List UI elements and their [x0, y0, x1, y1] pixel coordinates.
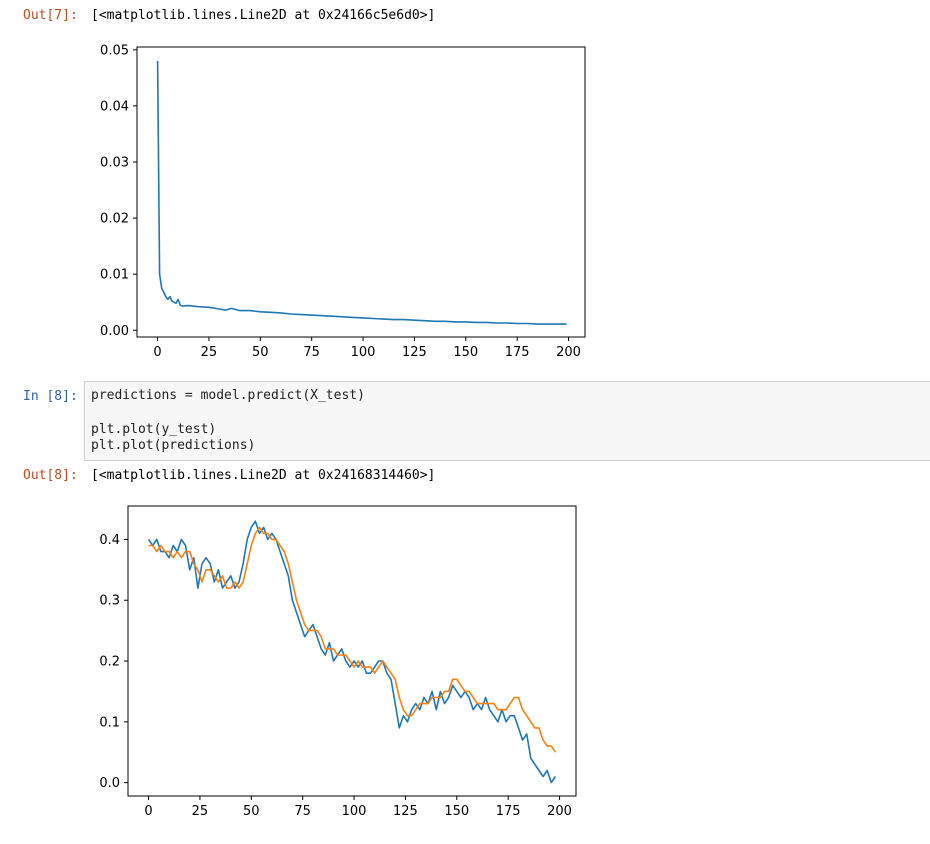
x-tick-label: 0	[153, 345, 161, 360]
x-tick-label: 100	[342, 804, 367, 819]
code-line-4: plt.plot(predictions)	[91, 438, 256, 453]
out7-prompt: Out[7]:	[23, 8, 78, 23]
y-tick-label: 0.05	[100, 43, 129, 58]
x-tick-label: 200	[556, 345, 581, 360]
y-tick-label: 0.4	[99, 533, 120, 548]
x-tick-label: 200	[547, 804, 572, 819]
code-line-1: predictions = model.predict(X_test)	[91, 388, 365, 403]
x-tick-label: 50	[252, 345, 269, 360]
y-tick-label: 0.1	[99, 715, 120, 730]
axes-frame	[136, 46, 586, 338]
in8-prompt: In [8]:	[23, 389, 78, 404]
y-tick-label: 0.01	[100, 268, 129, 283]
x-tick-label: 125	[402, 345, 427, 360]
y-tick-label: 0.00	[100, 324, 129, 339]
y-tick-label: 0.02	[100, 212, 129, 227]
x-tick-label: 0	[144, 804, 152, 819]
x-tick-label: 150	[453, 345, 478, 360]
x-tick-label: 75	[303, 345, 320, 360]
x-tick-label: 75	[294, 804, 311, 819]
x-tick-label: 125	[393, 804, 418, 819]
y-tick-label: 0.03	[100, 155, 129, 170]
series-line-1	[148, 526, 557, 753]
code-line-3: plt.plot(y_test)	[91, 422, 217, 437]
y-tick-label: 0.3	[99, 594, 120, 609]
series-line-0	[147, 520, 557, 784]
y-tick-label: 0.0	[99, 776, 120, 791]
series-line-0	[156, 60, 567, 325]
out7-text: [<matplotlib.lines.Line2D at 0x24166c5e6…	[91, 8, 436, 23]
x-tick-label: 50	[243, 804, 260, 819]
x-tick-label: 150	[444, 804, 469, 819]
y-tick-label: 0.2	[99, 655, 120, 670]
x-tick-label: 100	[351, 345, 376, 360]
out8-prompt: Out[8]:	[23, 468, 78, 483]
x-tick-label: 175	[505, 345, 530, 360]
x-tick-label: 25	[201, 345, 218, 360]
x-tick-label: 175	[496, 804, 521, 819]
code-cell[interactable]: predictions = model.predict(X_test) plt.…	[84, 381, 930, 461]
out8-text: [<matplotlib.lines.Line2D at 0x241683144…	[91, 468, 436, 483]
y-tick-label: 0.04	[100, 99, 129, 114]
x-tick-label: 25	[192, 804, 209, 819]
axes-frame	[127, 505, 577, 797]
